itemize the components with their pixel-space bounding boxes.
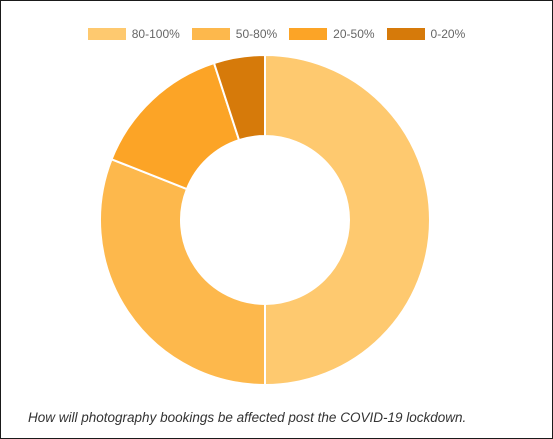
donut-chart xyxy=(99,53,431,387)
legend-item-80-100[interactable]: 80-100% xyxy=(87,27,180,41)
legend-label-20-50: 20-50% xyxy=(333,27,375,41)
legend-item-20-50[interactable]: 20-50% xyxy=(289,27,375,41)
donut-slice-80-100[interactable] xyxy=(264,53,431,387)
legend-label-0-20: 0-20% xyxy=(430,27,466,41)
chart-legend: 80-100% 50-80% 20-50% 0-20% xyxy=(1,27,552,41)
legend-swatch-50-80 xyxy=(191,28,230,40)
legend-swatch-80-100 xyxy=(87,28,126,40)
legend-label-50-80: 50-80% xyxy=(235,27,278,41)
legend-label-80-100: 80-100% xyxy=(131,27,180,41)
donut-slice-50-80[interactable] xyxy=(99,157,266,387)
legend-item-0-20[interactable]: 0-20% xyxy=(386,27,466,41)
figure-caption: How will photography bookings be affecte… xyxy=(28,410,467,425)
legend-item-50-80[interactable]: 50-80% xyxy=(191,27,278,41)
legend-swatch-0-20 xyxy=(386,28,425,40)
legend-swatch-20-50 xyxy=(289,28,328,40)
donut-slice-0-20[interactable] xyxy=(212,53,266,142)
